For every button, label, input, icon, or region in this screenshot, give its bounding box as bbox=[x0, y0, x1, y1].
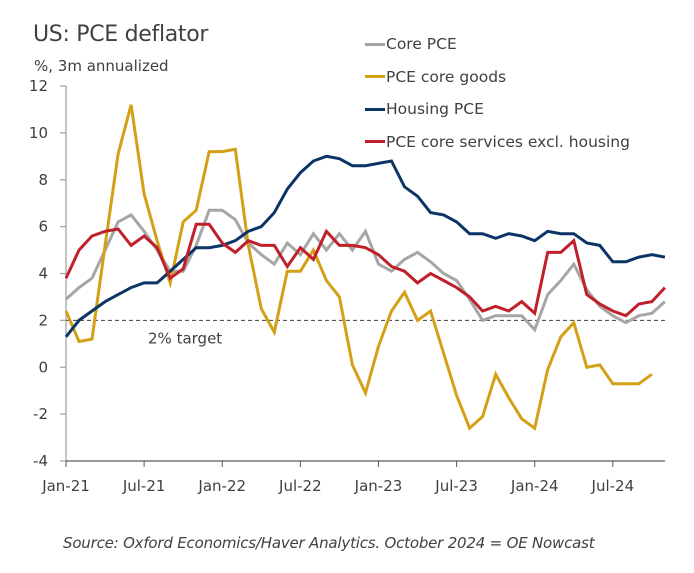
y-tick-label: 0 bbox=[38, 358, 48, 376]
series-line-core-pce bbox=[64, 208, 666, 333]
y-tick-label: 12 bbox=[29, 77, 48, 95]
y-tick-label: 10 bbox=[29, 124, 48, 142]
chart-subtitle: %, 3m annualized bbox=[34, 57, 169, 75]
x-tick-label: Jul-24 bbox=[591, 477, 635, 495]
x-tick-label: Jan-24 bbox=[510, 477, 559, 495]
legend-item-pce-core-services-excl-housing: PCE core services excl. housing bbox=[365, 126, 630, 159]
x-tick-label: Jul-23 bbox=[434, 477, 478, 495]
chart-title: US: PCE deflator bbox=[33, 22, 209, 47]
legend-swatch bbox=[365, 107, 385, 111]
legend-label: PCE core services excl. housing bbox=[386, 132, 630, 151]
legend: Core PCE PCE core goods Housing PCE PCE cor… bbox=[365, 28, 630, 158]
y-tick-label: 6 bbox=[38, 218, 48, 236]
legend-item-pce-core-goods: PCE core goods bbox=[365, 61, 630, 94]
source-note: Source: Oxford Economics/Haver Analytics… bbox=[63, 534, 595, 552]
legend-item-housing-pce: Housing PCE bbox=[365, 93, 630, 126]
reference-line-group: 2% target bbox=[66, 319, 665, 347]
y-tick-label: 4 bbox=[38, 265, 48, 283]
series-lines bbox=[64, 104, 666, 431]
series-line-pce-core-services-excl-housing bbox=[64, 222, 666, 318]
target-label: 2% target bbox=[148, 329, 222, 347]
legend-swatch bbox=[365, 140, 385, 144]
x-tick-label: Jan-21 bbox=[41, 477, 90, 495]
x-tick-label: Jul-21 bbox=[122, 477, 166, 495]
legend-label: PCE core goods bbox=[386, 67, 507, 86]
legend-swatch bbox=[365, 75, 385, 79]
y-tick-label: -4 bbox=[33, 452, 48, 470]
x-tick-label: Jul-22 bbox=[278, 477, 322, 495]
legend-label: Housing PCE bbox=[386, 100, 484, 119]
x-tick-label: Jan-22 bbox=[197, 477, 246, 495]
x-tick-label: Jan-23 bbox=[354, 477, 403, 495]
y-tick-label: 8 bbox=[38, 171, 48, 189]
y-tick-label: 2 bbox=[38, 311, 48, 329]
legend-swatch bbox=[365, 42, 385, 46]
legend-item-core-pce: Core PCE bbox=[365, 28, 630, 61]
axes: 12 10 8 6 4 2 0 -2 -4 Jan-21 Jul-21 Jan-22 Jul-22 Jan… bbox=[29, 77, 665, 495]
legend-label: Core PCE bbox=[386, 35, 457, 54]
y-tick-label: -2 bbox=[33, 405, 48, 423]
series-line-housing-pce bbox=[64, 154, 666, 338]
